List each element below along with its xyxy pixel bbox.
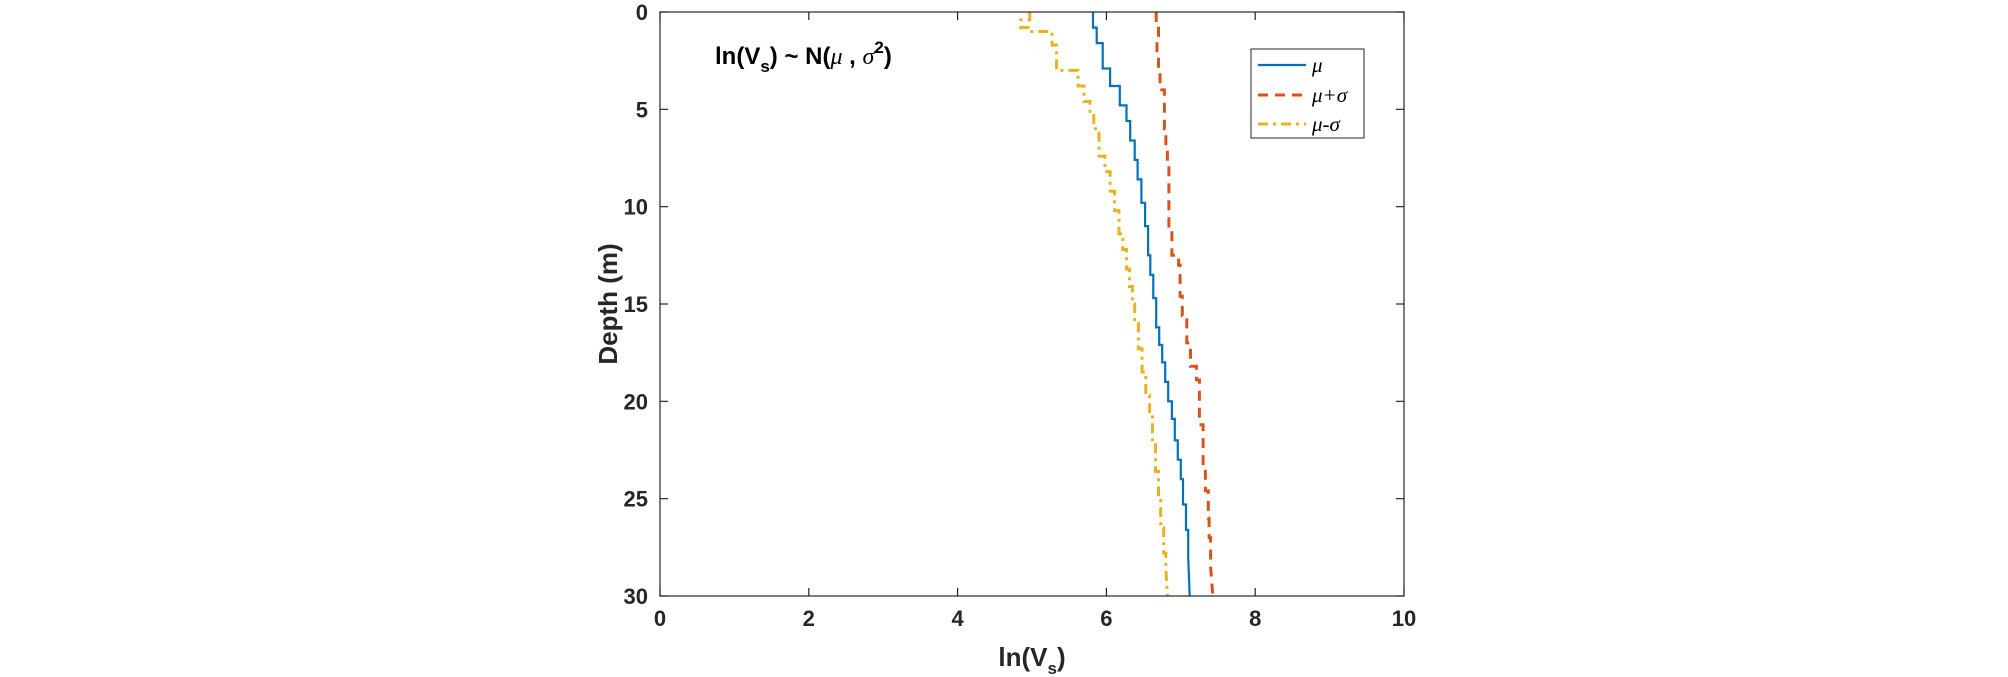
annotation-mu: μ [829,44,842,70]
y-tick-label: 30 [624,584,648,609]
series-line-mu [1091,12,1191,597]
distribution-annotation: ln(Vs) ~ N(μ , σ2) [715,38,892,76]
annotation-part: ln(V [715,43,760,70]
y-axis-label: Depth (m) [593,243,623,364]
y-tick-label: 25 [624,487,648,512]
x-tick-label: 4 [951,606,964,631]
legend-label-mu-plus-sigma: μ+σ [1311,83,1349,107]
legend-box [1250,48,1365,139]
series-line-mu-plus-sigma [1154,12,1215,597]
x-tick-label: 2 [803,606,815,631]
series-layer [1019,12,1215,597]
series-line-mu-minus-sigma [1019,12,1169,597]
legend-label-mu: μ [1311,53,1323,77]
annotation-part: ) [884,43,892,70]
y-tick-label: 20 [624,389,648,414]
annotation-sigma: σ [863,44,876,70]
legend-label-mu-minus-sigma: μ-σ [1311,112,1342,136]
x-tick-label: 6 [1100,606,1112,631]
x-tick-label: 8 [1249,606,1261,631]
y-tick-label: 0 [636,0,648,25]
annotation-superscript: 2 [874,38,883,57]
x-tick-label: 10 [1392,606,1416,631]
y-tick-label: 10 [624,195,648,220]
x-tick-label: 0 [654,606,666,631]
x-axis-label: ln(Vs) [998,642,1065,677]
annotation-subscript: s [760,57,769,76]
legend: μ μ+σ μ-σ [1250,48,1365,139]
y-tick-label: 5 [636,97,648,122]
x-axis-ticks: 0 2 4 6 8 10 [654,12,1416,631]
y-tick-label: 15 [624,292,648,317]
annotation-part: , [843,43,863,70]
annotation-part: ) ~ N( [770,43,831,70]
y-axis-ticks: 0 5 10 15 20 25 30 [624,0,1404,609]
